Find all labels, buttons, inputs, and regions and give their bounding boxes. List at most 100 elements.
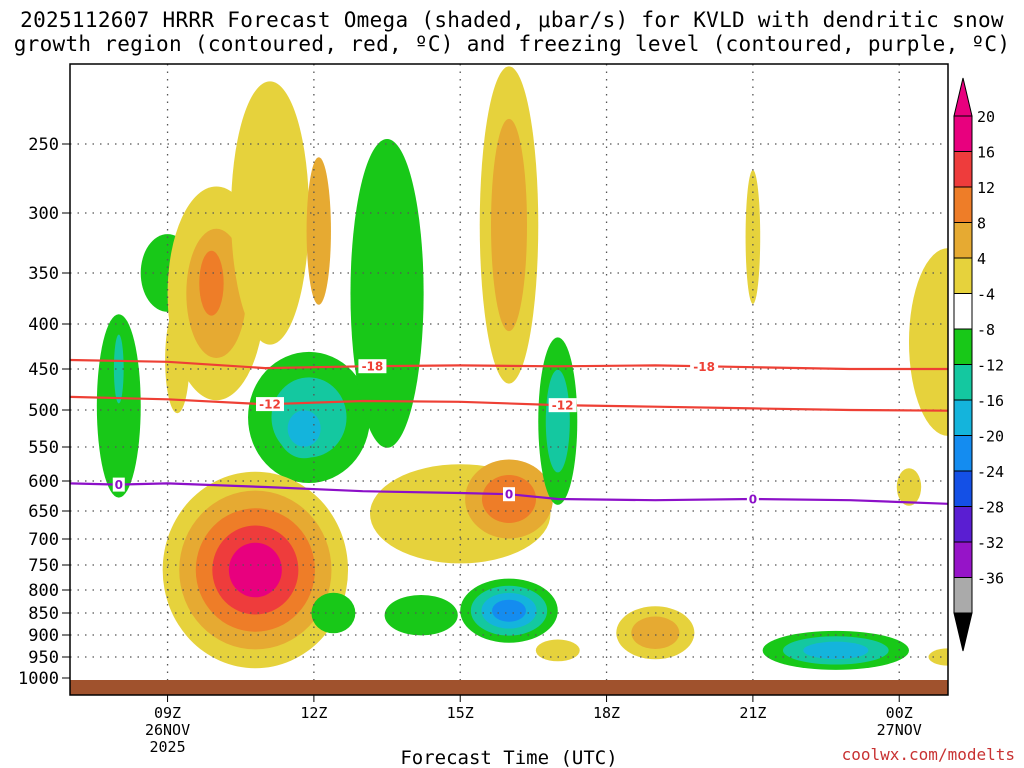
contour-line--18C (70, 358, 948, 371)
colorbar-bin-6 (953, 328, 973, 365)
contour-label-1: -18 (693, 360, 715, 374)
omega-blob-6-level-0 (230, 81, 310, 345)
colorbar-label-9: -20 (977, 428, 1004, 446)
contour-label-bg-0 (358, 359, 387, 374)
colorbar-label-1: 16 (977, 144, 995, 162)
omega-blob-7-level-0 (306, 157, 331, 305)
pressure-axis: 2503003504004505005506006507007508008509… (18, 135, 70, 689)
colorbar-bin-12 (953, 541, 973, 578)
y-tick-label-250: 250 (28, 135, 59, 155)
contour-label-bg-5 (503, 487, 515, 502)
omega-blob-5-level-0 (199, 250, 224, 316)
x-tick-date-00Z: 27NOV (877, 721, 922, 739)
grid-lines (70, 64, 948, 680)
colorbar-bin-11 (953, 506, 973, 543)
x-tick-label-12Z: 12Z (300, 704, 327, 722)
omega-blob-9-level-1 (287, 410, 321, 447)
omega-blob-22-level-2 (803, 641, 869, 660)
y-tick-label-550: 550 (28, 438, 59, 458)
x-tick-year-09Z: 2025 (149, 738, 185, 756)
y-tick-label-500: 500 (28, 401, 59, 421)
x-tick-label-21Z: 21Z (739, 704, 766, 722)
y-tick-label-600: 600 (28, 472, 59, 492)
contour-label-5: 0 (505, 488, 513, 502)
y-tick-label-850: 850 (28, 604, 59, 624)
contour-label-bg-1 (690, 359, 719, 374)
colorbar-bin-4 (953, 257, 973, 294)
colorbar-bin-9 (953, 435, 973, 472)
colorbar-bin-0 (953, 115, 973, 152)
y-tick-label-1000: 1000 (18, 669, 59, 689)
chart-title-line1: 2025112607 HRRR Forecast Omega (shaded, … (20, 8, 1004, 32)
colorbar-label-11: -28 (977, 499, 1004, 517)
x-tick-label-18Z: 18Z (593, 704, 620, 722)
contour-lines: -18 -18 -12 -12 0 0 0 (70, 358, 948, 507)
colorbar-label-4: 4 (977, 250, 986, 268)
colorbar-top-arrow (953, 77, 973, 117)
y-tick-label-700: 700 (28, 530, 59, 550)
colorbar-label-2: 12 (977, 179, 995, 197)
plot-frame (69, 63, 949, 696)
x-axis-title: Forecast Time (UTC) (400, 747, 617, 768)
omega-blob-16-level-1 (545, 369, 570, 473)
y-tick-label-400: 400 (28, 315, 59, 335)
colorbar-label-10: -24 (977, 463, 1004, 481)
colorbar-label-13: -36 (977, 570, 1004, 588)
colorbar-label-3: 8 (977, 215, 986, 233)
y-tick-label-750: 750 (28, 556, 59, 576)
y-tick-label-300: 300 (28, 204, 59, 224)
omega-blob-20-level-1 (631, 616, 680, 650)
y-tick-label-350: 350 (28, 264, 59, 284)
colorbar-label-5: -4 (977, 286, 995, 304)
colorbar-label-6: -8 (977, 321, 995, 339)
omega-blob-23-level-0 (896, 468, 922, 506)
x-tick-label-09Z: 09Z (154, 704, 181, 722)
colorbar-label-7: -12 (977, 357, 1004, 375)
y-tick-label-900: 900 (28, 626, 59, 646)
colorbar-bin-3 (953, 222, 973, 259)
omega-blob-10-level-4 (228, 542, 282, 598)
omega-blob-24-level-0 (908, 248, 948, 436)
contour-label-2: -12 (259, 398, 281, 412)
contour-label-6: 0 (749, 493, 757, 507)
omega-shading (96, 66, 948, 670)
omega-blob-14-level-1 (490, 118, 528, 332)
x-tick-date-09Z: 26NOV (145, 721, 190, 739)
y-tick-label-650: 650 (28, 502, 59, 522)
omega-blob-25-level-0 (928, 648, 948, 666)
colorbar-bin-13 (953, 577, 973, 614)
x-tick-label-15Z: 15Z (447, 704, 474, 722)
y-tick-label-950: 950 (28, 648, 59, 668)
contour-label-4: 0 (115, 478, 123, 492)
contour-label-bg-6 (746, 492, 759, 506)
colorbar-bottom-arrow (953, 612, 973, 652)
ground-surface (70, 680, 948, 695)
contour-label-bg-3 (548, 398, 577, 413)
colorbar-label-8: -16 (977, 392, 1004, 410)
omega-blob-3-level-0 (113, 334, 124, 404)
colorbar-label-0: 20 (977, 108, 995, 126)
colorbar-bin-8 (953, 399, 973, 436)
colorbar-bin-5 (953, 293, 973, 330)
colorbar: 20 16 12 8 4 -4 -8 -12 -16 -20 -24 -28 -32 -36 (953, 77, 1004, 652)
omega-blob-19-level-0 (535, 639, 580, 662)
contour-line-0C (70, 482, 948, 505)
colorbar-bin-2 (953, 186, 973, 223)
x-tick-label-00Z: 00Z (886, 704, 913, 722)
contour-label-bg-4 (112, 477, 125, 492)
contour-line--12C (70, 395, 948, 412)
colorbar-label-12: -32 (977, 534, 1004, 552)
colorbar-bin-10 (953, 470, 973, 507)
colorbar-bin-7 (953, 364, 973, 401)
contour-label-3: -12 (552, 399, 574, 413)
y-tick-label-450: 450 (28, 360, 59, 380)
y-tick-label-800: 800 (28, 581, 59, 601)
source-watermark: coolwx.com/modelts (842, 745, 1015, 764)
chart-title-line2: growth region (contoured, red, ºC) and f… (13, 32, 1011, 56)
contour-label-0: -18 (362, 360, 384, 374)
omega-blob-18-level-0 (384, 595, 458, 636)
colorbar-bin-1 (953, 151, 973, 188)
contour-label-bg-2 (255, 397, 284, 412)
